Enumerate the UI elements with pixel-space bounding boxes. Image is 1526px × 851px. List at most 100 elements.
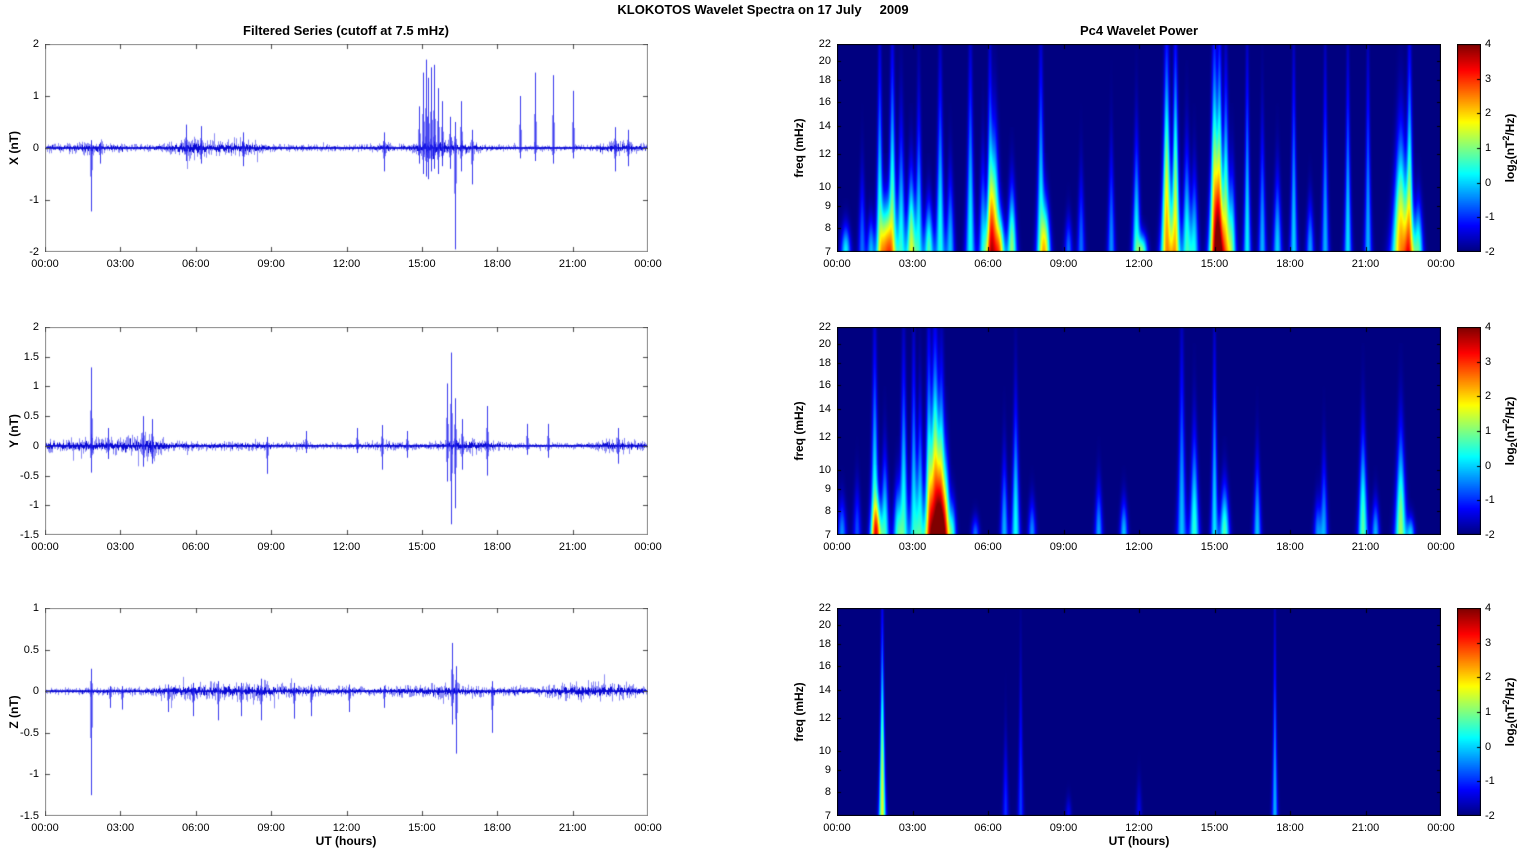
freq-tick-label: 9 [824,764,831,777]
freq-tick-label: 9 [824,200,831,213]
x-tick-label: 15:00 [1200,541,1229,553]
colorbar-label-middle: log2(nT2/Hz) [1500,396,1520,466]
x-tick-label: 15:00 [408,258,436,270]
colorbar-label-top: log2(nT2/Hz) [1500,113,1520,183]
x-tick-label: 03:00 [898,541,927,553]
colorbar-tick-label: -2 [1485,810,1495,822]
y-tick-label: -1.5 [20,810,39,822]
freq-tick-label: 16 [818,659,831,672]
colorbar-middle [1457,327,1481,535]
x-tick-label: 18:00 [1276,822,1304,834]
x-tick-label: 09:00 [1049,822,1078,834]
freq-tick-label: 22 [818,602,831,614]
x-tick-label: 03:00 [106,541,135,553]
colorbar-tick-label: 1 [1485,425,1492,437]
colorbar-tick-label: 4 [1485,602,1492,614]
y-tick-label: -1 [29,499,39,512]
y-tick-label: 0.5 [23,643,39,656]
x-tick-label: 12:00 [1125,822,1153,834]
freq-tick-label: 9 [824,483,831,496]
freq-tick-label: 20 [818,55,831,68]
freq-tick-label: 14 [818,684,831,697]
x-tick-label: 18:00 [1276,541,1304,553]
x-tick-label: 00:00 [634,822,662,834]
x-tick-label: 06:00 [181,541,210,553]
colorbar-tick-label: 4 [1485,38,1492,50]
freq-tick-label: 18 [818,357,831,370]
freq-tick-label: 12 [818,148,831,161]
wavelet-y-spectrogram [837,327,1441,535]
freq-tick-label: 20 [818,338,831,351]
freq-tick-label: 22 [818,38,831,50]
colorbar-tick-label: 3 [1485,355,1492,368]
x-tick-label: 21:00 [1351,822,1380,834]
y-tick-label: -1 [29,194,39,206]
x-tick-label: 00:00 [1427,822,1455,834]
colorbar-tick-label: -1 [1485,775,1495,788]
x-tick-label: 12:00 [332,258,361,270]
freq-tick-label: 20 [818,619,831,632]
series-y-plot [45,327,648,535]
y-tick-label: 2 [32,38,39,50]
y-tick-label: 1 [32,380,39,393]
freq-tick-label: 10 [818,745,831,758]
x-tick-label: 00:00 [634,258,662,270]
freq-tick-label: 16 [818,378,831,391]
wavelet-xlabel: UT (hours) [1108,834,1170,848]
x-tick-label: 18:00 [1276,258,1304,270]
x-tick-label: 15:00 [408,541,436,553]
x-tick-label: 15:00 [1200,258,1229,270]
y-tick-label: 0.5 [23,410,39,423]
colorbar-bottom [1457,608,1481,816]
freq-tick-label: 7 [824,810,831,822]
y-tick-label: -0.5 [20,726,39,739]
x-tick-label: 06:00 [181,258,210,270]
x-tick-label: 09:00 [257,258,285,270]
x-tick-label: 00:00 [823,258,851,270]
x-tick-label: 00:00 [1427,258,1455,270]
x-tick-label: 18:00 [483,258,512,270]
freq-tick-label: 10 [818,464,831,477]
x-tick-label: 21:00 [558,822,587,834]
x-tick-label: 21:00 [558,541,587,553]
x-tick-label: 03:00 [898,822,927,834]
x-tick-label: 00:00 [823,822,851,834]
y-tick-label: 1.5 [23,350,39,363]
x-tick-label: 06:00 [974,541,1002,553]
series-z-ylabel: Z (nT) [7,695,21,729]
x-tick-label: 09:00 [257,541,285,553]
freq-tick-label: 10 [818,181,831,194]
colorbar-tick-label: 2 [1485,671,1492,684]
colorbar-top [1457,44,1481,252]
x-tick-label: 00:00 [31,258,59,270]
x-tick-label: 03:00 [898,258,927,270]
x-tick-label: 00:00 [1427,541,1455,553]
colorbar-tick-label: -2 [1485,246,1495,258]
x-tick-label: 00:00 [31,541,59,553]
series-x-plot [45,44,648,252]
colorbar-tick-label: 0 [1485,740,1492,753]
freq-tick-label: 16 [818,95,831,108]
freq-tick-label: 14 [818,120,831,133]
colorbar-tick-label: -1 [1485,211,1495,224]
x-tick-label: 12:00 [332,541,361,553]
x-tick-label: 12:00 [332,822,361,834]
y-tick-label: -0.5 [20,469,39,482]
x-tick-label: 21:00 [1351,258,1380,270]
x-tick-label: 09:00 [1049,258,1078,270]
colorbar-tick-label: -2 [1485,529,1495,541]
x-tick-label: 21:00 [1351,541,1380,553]
freq-tick-label: 7 [824,529,831,541]
x-tick-label: 15:00 [1200,822,1229,834]
x-tick-label: 00:00 [31,822,59,834]
filtered-series-title: Filtered Series (cutoff at 7.5 mHz) [243,23,449,38]
wavelet-z-spectrogram [837,608,1441,816]
x-tick-label: 15:00 [408,822,436,834]
colorbar-tick-label: 2 [1485,390,1492,403]
x-tick-label: 00:00 [634,541,662,553]
x-tick-label: 09:00 [1049,541,1078,553]
y-tick-label: 0 [32,142,39,154]
x-tick-label: 06:00 [974,258,1002,270]
wavelet-x-spectrogram [837,44,1441,252]
y-tick-label: -1.5 [20,529,39,541]
